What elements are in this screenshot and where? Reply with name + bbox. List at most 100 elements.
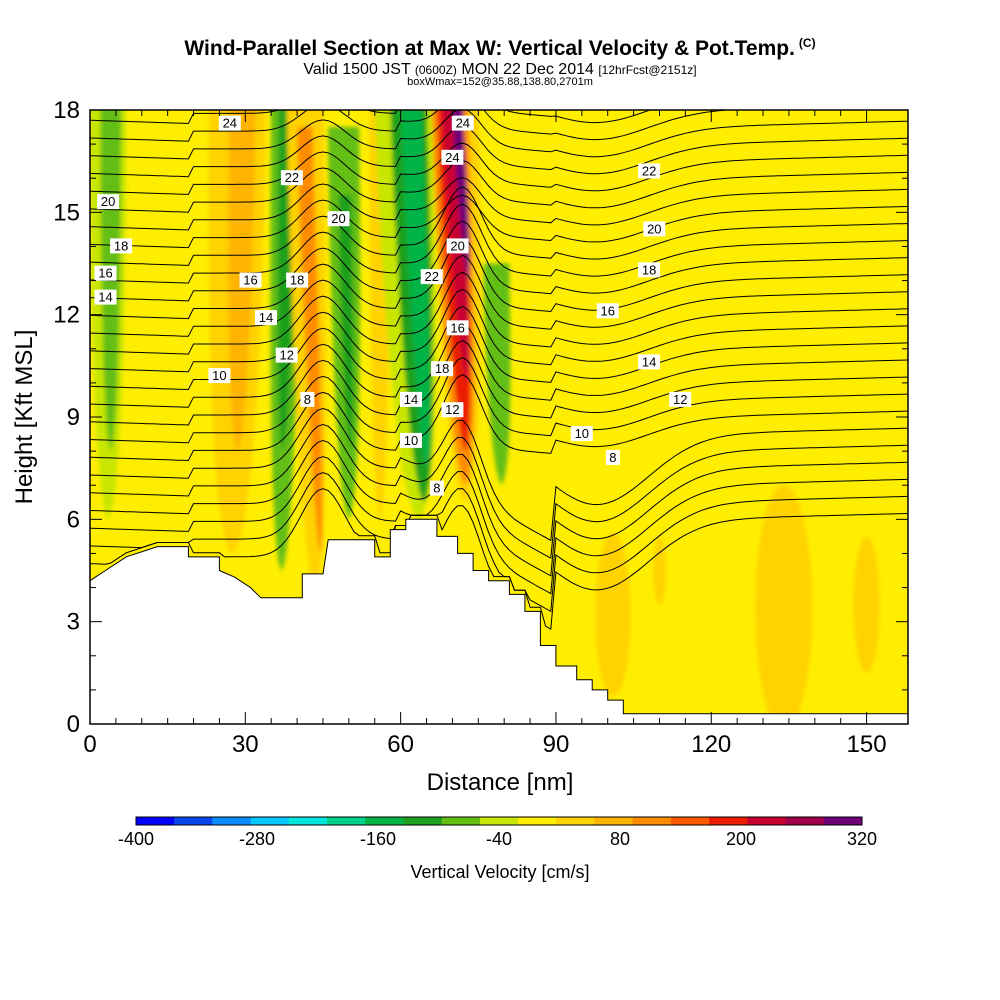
velocity-cell [499, 110, 562, 220]
contour-label-text: 22 [424, 269, 438, 284]
contour-label-text: 14 [642, 354, 656, 369]
contour-label-text: 24 [445, 150, 459, 165]
colorbar-tick-label: 80 [610, 829, 630, 849]
contour-label: 8 [300, 391, 315, 407]
forecast-info: [12hrFcst@2151z] [598, 63, 697, 77]
theta-contour [90, 110, 734, 142]
contour-label: 24 [441, 149, 464, 165]
x-tick-label: 60 [387, 731, 414, 758]
contour-label-text: 14 [259, 310, 273, 325]
chart-title: Wind-Parallel Section at Max W: Vertical… [0, 36, 1000, 61]
theta-contour [90, 237, 908, 320]
contour-label: 20 [643, 221, 666, 237]
y-tick-label: 12 [53, 302, 80, 329]
axes: 0 30 60 90 120 150 0 3 6 9 12 15 18 [53, 97, 908, 758]
contour-label: 10 [570, 426, 593, 442]
colorbar-swatch [441, 817, 481, 825]
y-tick-label: 15 [53, 199, 80, 226]
theta-contour [90, 142, 908, 195]
colorbar-tick-label: -400 [118, 829, 154, 849]
theta-contour [90, 110, 908, 160]
colorbar-tick-label: 320 [847, 829, 877, 849]
velocity-band [400, 110, 431, 469]
contour-label: 10 [208, 368, 231, 384]
contour-label: 8 [429, 480, 444, 496]
colorbar-swatch [288, 817, 328, 825]
box-info: boxWmax=152@35.88,138.80,2701m [407, 76, 593, 88]
contour-label-text: 16 [98, 266, 112, 281]
chart-title-text: Wind-Parallel Section at Max W: Vertical… [184, 37, 795, 60]
contour-label: 14 [400, 391, 422, 407]
contour-label: 24 [451, 115, 474, 131]
colorbar-swatch [594, 817, 634, 825]
colorbar-swatch [365, 817, 404, 825]
colorbar: -400 -280 -160 -40 80 200 320 [118, 816, 877, 849]
velocity-band [499, 297, 510, 417]
contour-label-text: 18 [114, 238, 128, 253]
theta-contour [90, 407, 908, 542]
theta-contour [90, 220, 908, 302]
contour-label-text: 14 [98, 290, 112, 305]
potential-temperature-contours [90, 110, 908, 630]
contour-label: 14 [638, 354, 661, 370]
contour-label: 22 [420, 269, 443, 285]
contour-label-text: 20 [101, 194, 115, 209]
colorbar-swatch [403, 817, 443, 825]
contour-label-text: 24 [223, 116, 237, 131]
theta-contour [90, 159, 908, 213]
contour-label-text: 12 [445, 402, 459, 417]
colorbar-swatch [670, 817, 710, 825]
velocity-features [90, 110, 880, 724]
colorbar-swatch [709, 817, 748, 825]
colorbar-swatch [327, 817, 366, 825]
theta-contour [90, 271, 908, 355]
contour-label: 24 [218, 115, 241, 131]
theta-contour [90, 357, 908, 444]
terrain-mask [89, 518, 909, 725]
contour-label: 20 [327, 211, 350, 227]
x-tick-label: 30 [232, 731, 259, 758]
contour-label: 22 [638, 163, 661, 179]
theta-contour [90, 254, 908, 337]
theta-contour [90, 177, 908, 231]
contour-label: 18 [286, 272, 309, 288]
y-tick-label: 6 [67, 506, 80, 533]
velocity-band [338, 195, 354, 452]
y-tick-label: 0 [67, 711, 80, 738]
velocity-cell [853, 536, 880, 673]
x-tick-label: 150 [847, 731, 887, 758]
contour-label: 16 [239, 272, 262, 288]
contour-label-text: 18 [290, 273, 304, 288]
colorbar-tick-label: 200 [726, 829, 756, 849]
theta-contour [90, 203, 908, 284]
theta-contour [90, 439, 908, 577]
contour-label-text: 18 [435, 361, 449, 376]
colorbar-label: Vertical Velocity [cm/s] [410, 862, 590, 882]
contour-label-text: 12 [673, 392, 687, 407]
contour-label: 16 [94, 265, 117, 281]
contour-label-text: 16 [450, 320, 464, 335]
contour-label: 8 [605, 449, 620, 465]
velocity-cell [778, 110, 852, 281]
theta-contour [90, 374, 908, 462]
contour-label: 18 [431, 361, 454, 377]
colorbar-swatch [632, 817, 672, 825]
velocity-band [297, 127, 323, 554]
velocity-cell [755, 485, 813, 724]
contour-label-text: 8 [304, 392, 311, 407]
theta-contour [90, 194, 908, 249]
colorbar-frame [135, 816, 863, 826]
contour-label-text: 16 [600, 303, 614, 318]
contour-label: 10 [400, 432, 422, 448]
contour-label-text: 18 [642, 262, 656, 277]
colorbar-swatch [747, 817, 787, 825]
colorbar-swatch [212, 817, 252, 825]
theta-contour [90, 322, 908, 408]
contour-label-text: 12 [279, 348, 293, 363]
colorbar-swatch [479, 817, 519, 825]
contour-label: 20 [446, 238, 469, 254]
contour-label-text: 16 [243, 273, 257, 288]
velocity-cell [595, 532, 631, 697]
